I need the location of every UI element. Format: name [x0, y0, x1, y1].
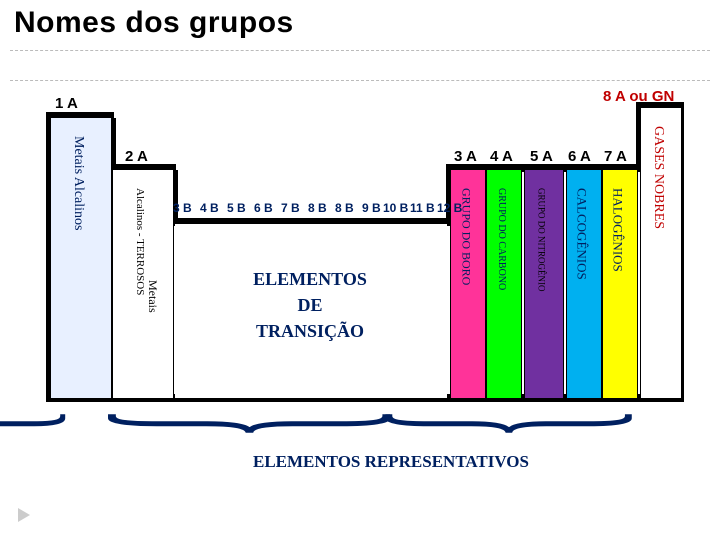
dashed-rule-2	[10, 80, 710, 81]
brace-right: }	[348, 409, 689, 439]
stage: { "title": "Nomes dos grupos", "labels":…	[0, 0, 720, 540]
label-6B: 6 B	[254, 201, 273, 215]
label-7A: 7 A	[604, 148, 627, 165]
transition-label: ELEMENTOS DE TRANSIÇÃO	[200, 266, 420, 344]
column-label-c6A: CALCOGÊNIOS	[574, 188, 590, 280]
label-3B: 3 B	[173, 201, 192, 215]
label-7B: 7 B	[281, 201, 300, 215]
column-label-c1A: Metais Alcalinos	[70, 136, 86, 231]
label-11B: 11 B	[410, 201, 435, 215]
label-12B: 12 B	[437, 201, 462, 215]
label-4A: 4 A	[490, 148, 513, 165]
representativos-label: ELEMENTOS REPRESENTATIVOS	[253, 452, 529, 472]
column-label-c4A: GRUPO DO CARBONO	[496, 188, 507, 290]
bullet-icon	[18, 508, 30, 522]
dashed-rule-1	[10, 50, 710, 51]
label-1A: 1 A	[55, 95, 78, 112]
column-label-c7A: HALOGÊNIOS	[610, 188, 626, 272]
transition-line-1: ELEMENTOS	[200, 266, 420, 292]
transition-line-2: DE	[200, 292, 420, 318]
label-3A: 3 A	[454, 148, 477, 165]
label-6A: 6 A	[568, 148, 591, 165]
column-label-c8A: GASES NOBRES	[650, 126, 666, 229]
label-10B: 10 B	[383, 201, 408, 215]
column-prelabel-c2A: Metais	[145, 280, 160, 313]
label-5B: 5 B	[227, 201, 246, 215]
label-8B: 8 B	[308, 201, 327, 215]
transition-line-3: TRANSIÇÃO	[200, 318, 420, 344]
label-2A: 2 A	[125, 148, 148, 165]
label-8B: 8 B	[335, 201, 354, 215]
label-5A: 5 A	[530, 148, 553, 165]
label-9B: 9 B	[362, 201, 381, 215]
label-4B: 4 B	[200, 201, 219, 215]
page-title: Nomes dos grupos	[14, 6, 294, 40]
column-label-c5A: GRUPO DO NITROGÊNIO	[537, 188, 547, 292]
